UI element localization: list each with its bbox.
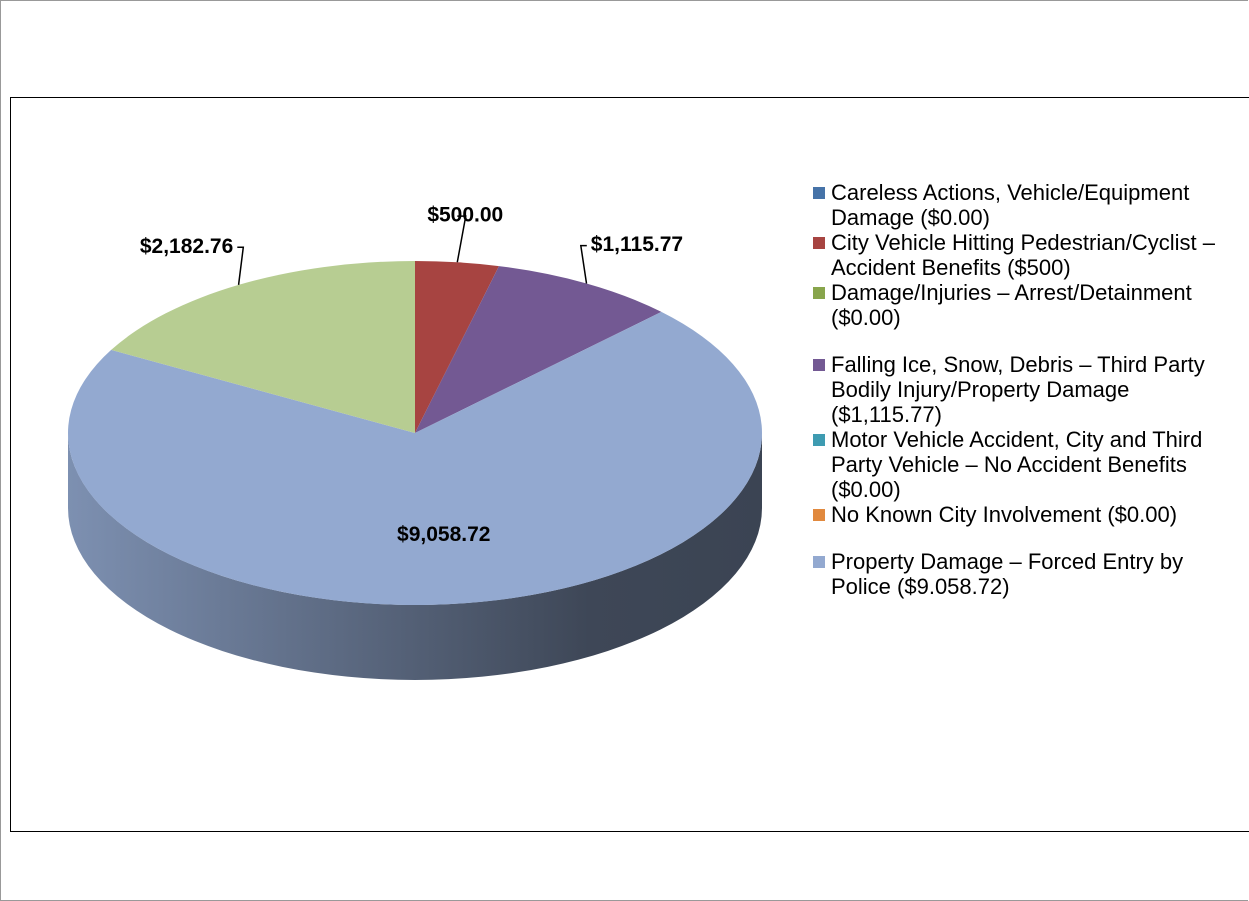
legend-label: No Known City Involvement ($0.00) xyxy=(831,502,1178,527)
legend-swatch xyxy=(813,359,825,371)
legend-item: Motor Vehicle Accident, City and Third P… xyxy=(808,427,1228,502)
legend-item: City Vehicle Hitting Pedestrian/Cyclist … xyxy=(808,230,1228,280)
legend-item: Property Damage – Forced Entry by Police… xyxy=(808,549,1228,599)
legend-swatch xyxy=(813,509,825,521)
legend-item: Damage/Injuries – Arrest/Detainment ($0.… xyxy=(808,280,1228,330)
pie-side xyxy=(68,433,762,680)
leader-line xyxy=(456,215,467,263)
legend-label: Damage/Injuries – Arrest/Detainment ($0.… xyxy=(831,280,1192,330)
legend-swatch xyxy=(813,434,825,446)
pie-slice xyxy=(415,261,499,433)
legend-label: Careless Actions, Vehicle/Equipment Dama… xyxy=(831,180,1190,230)
pie-slice xyxy=(111,261,415,433)
legend-item: Falling Ice, Snow, Debris – Third Party … xyxy=(808,352,1228,427)
data-label: $500.00 xyxy=(427,204,503,227)
legend-label: Property Damage – Forced Entry by Police… xyxy=(831,549,1184,599)
data-label: $1,115.77 xyxy=(591,233,683,256)
data-label: $9,058.72 xyxy=(397,523,490,546)
legend-item: No Known City Involvement ($0.00) xyxy=(808,502,1228,527)
data-label: $2,182.76 xyxy=(140,235,233,258)
legend-label: Motor Vehicle Accident, City and Third P… xyxy=(831,427,1203,502)
legend-label: City Vehicle Hitting Pedestrian/Cyclist … xyxy=(831,230,1215,280)
legend-item: Careless Actions, Vehicle/Equipment Dama… xyxy=(808,180,1228,230)
leader-line xyxy=(579,244,588,284)
pie-slice xyxy=(415,266,662,433)
legend-swatch xyxy=(813,556,825,568)
pie-slice xyxy=(67,311,762,606)
legend-swatch xyxy=(813,187,825,199)
legend: Careless Actions, Vehicle/Equipment Dama… xyxy=(808,180,1228,599)
legend-label: Falling Ice, Snow, Debris – Third Party … xyxy=(831,352,1205,427)
legend-swatch xyxy=(813,237,825,249)
legend-swatch xyxy=(813,287,825,299)
leader-line xyxy=(237,246,245,285)
chart-frame xyxy=(10,97,1249,832)
